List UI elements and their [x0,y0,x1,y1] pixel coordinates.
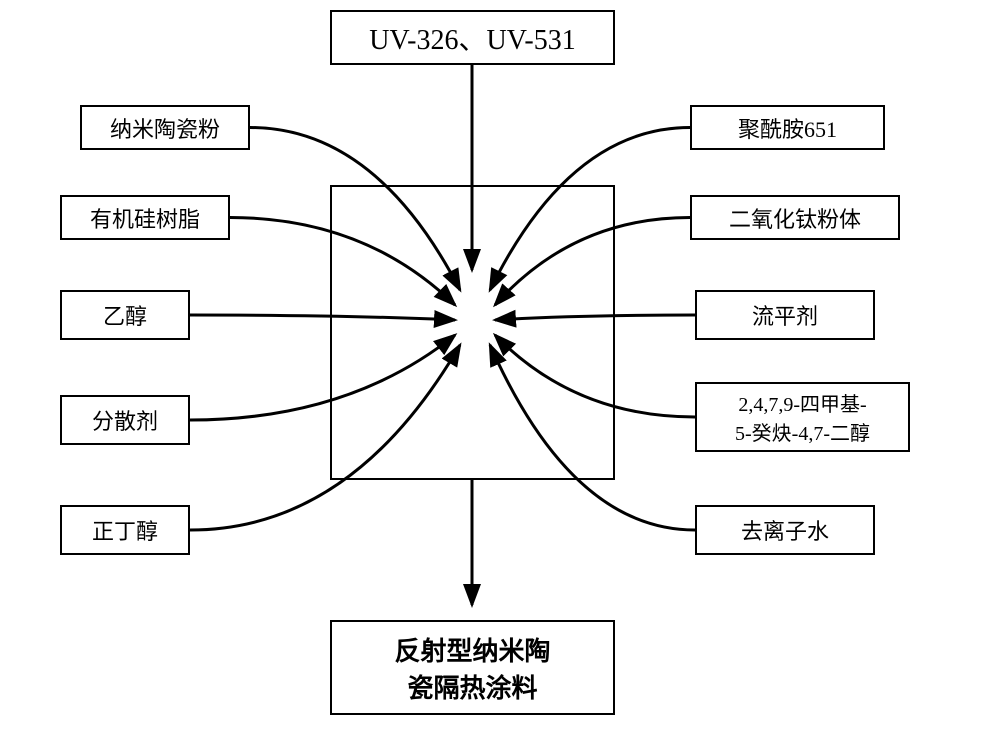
uv-input-box: UV-326、UV-531 [330,10,615,65]
uv-input-label: UV-326、UV-531 [369,18,575,58]
input-label: 纳米陶瓷粉 [110,112,220,144]
input-label: 聚酰胺651 [738,112,837,144]
input-deionized-water: 去离子水 [695,505,875,555]
input-tio2-powder: 二氧化钛粉体 [690,195,900,240]
input-leveling-agent: 流平剂 [695,290,875,340]
input-label: 正丁醇 [92,514,158,546]
input-label: 有机硅树脂 [90,202,200,234]
input-label: 二氧化钛粉体 [729,202,861,234]
input-label: 2,4,7,9-四甲基- 5-癸炔-4,7-二醇 [735,388,870,446]
output-box: 反射型纳米陶 瓷隔热涂料 [330,620,615,715]
input-tetramethyl-decynediol: 2,4,7,9-四甲基- 5-癸炔-4,7-二醇 [695,382,910,452]
diagram-stage: UV-326、UV-531 反射型纳米陶 瓷隔热涂料 纳米陶瓷粉 有机硅树脂 乙… [0,0,1000,753]
input-label: 去离子水 [741,514,829,546]
input-n-butanol: 正丁醇 [60,505,190,555]
input-label: 分散剂 [92,404,158,436]
mix-box [330,185,615,480]
input-ethanol: 乙醇 [60,290,190,340]
input-nano-ceramic-powder: 纳米陶瓷粉 [80,105,250,150]
input-dispersant: 分散剂 [60,395,190,445]
input-label: 流平剂 [752,299,818,331]
input-silicone-resin: 有机硅树脂 [60,195,230,240]
input-polyamide-651: 聚酰胺651 [690,105,885,150]
input-label: 乙醇 [103,299,147,331]
output-label: 反射型纳米陶 瓷隔热涂料 [394,631,550,705]
